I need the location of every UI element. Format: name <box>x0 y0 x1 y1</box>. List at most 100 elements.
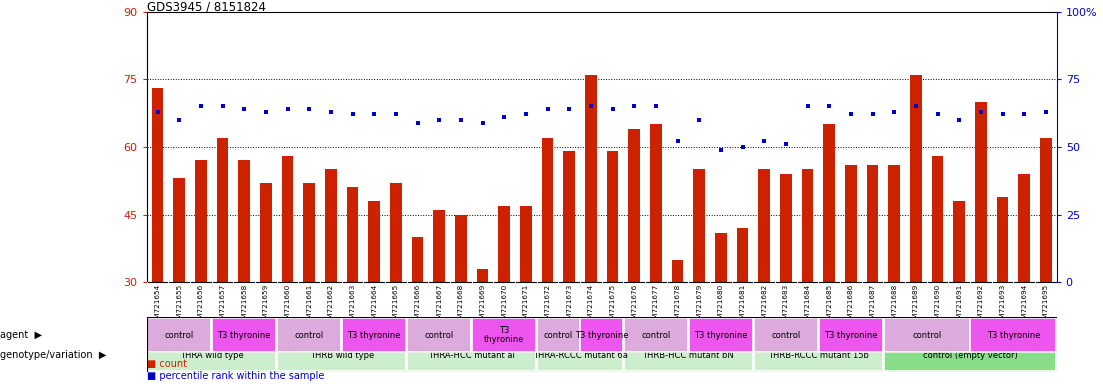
Bar <box>1018 174 1030 282</box>
Text: GSM721673: GSM721673 <box>566 284 572 328</box>
Text: THRB-RCCC mutant 15b: THRB-RCCC mutant 15b <box>768 351 869 360</box>
Bar <box>753 318 818 352</box>
Bar <box>433 210 446 282</box>
Bar <box>260 183 271 282</box>
Bar <box>216 138 228 282</box>
Bar <box>342 318 407 352</box>
Bar <box>346 187 358 282</box>
Text: GSM721658: GSM721658 <box>242 284 247 328</box>
Text: GSM721690: GSM721690 <box>934 284 941 328</box>
Text: GSM721685: GSM721685 <box>826 284 832 328</box>
Bar <box>753 339 884 371</box>
Text: T3 thyronine: T3 thyronine <box>575 331 629 339</box>
Bar <box>607 151 619 282</box>
Text: genotype/variation  ▶: genotype/variation ▶ <box>0 350 106 360</box>
Bar <box>585 74 597 282</box>
Text: GSM721666: GSM721666 <box>415 284 420 328</box>
Bar <box>975 102 987 282</box>
Bar <box>542 138 554 282</box>
Text: GSM721680: GSM721680 <box>718 284 724 328</box>
Bar <box>802 169 814 282</box>
Text: GSM721654: GSM721654 <box>154 284 161 328</box>
Text: GDS3945 / 8151824: GDS3945 / 8151824 <box>147 0 266 13</box>
Text: GSM721660: GSM721660 <box>285 284 290 328</box>
Text: ■ count: ■ count <box>147 359 186 369</box>
Bar <box>910 74 922 282</box>
Text: GSM721679: GSM721679 <box>696 284 703 328</box>
Bar <box>672 260 684 282</box>
Text: GSM721675: GSM721675 <box>610 284 615 328</box>
Bar <box>693 169 705 282</box>
Bar <box>499 205 511 282</box>
Text: control: control <box>164 331 194 339</box>
Text: T3
thyronine: T3 thyronine <box>484 326 524 344</box>
Text: GSM721670: GSM721670 <box>501 284 507 328</box>
Bar <box>407 318 471 352</box>
Text: ■ percentile rank within the sample: ■ percentile rank within the sample <box>147 371 324 381</box>
Text: GSM721677: GSM721677 <box>653 284 658 328</box>
Bar <box>173 179 185 282</box>
Text: GSM721657: GSM721657 <box>219 284 225 328</box>
Bar <box>650 124 662 282</box>
Text: GSM721678: GSM721678 <box>675 284 681 328</box>
Bar <box>277 318 342 352</box>
Bar <box>953 201 965 282</box>
Text: control: control <box>771 331 801 339</box>
Bar <box>147 318 212 352</box>
Bar <box>537 339 623 371</box>
Text: GSM721684: GSM721684 <box>804 284 811 328</box>
Bar <box>884 339 1057 371</box>
Bar <box>389 183 401 282</box>
Bar <box>476 269 489 282</box>
Text: GSM721671: GSM721671 <box>523 284 528 328</box>
Text: GSM721681: GSM721681 <box>739 284 746 328</box>
Bar <box>932 156 943 282</box>
Text: GSM721683: GSM721683 <box>783 284 789 328</box>
Text: control: control <box>295 331 324 339</box>
Bar <box>867 165 878 282</box>
Bar <box>238 161 250 282</box>
Bar <box>368 201 381 282</box>
Text: T3 thyronine: T3 thyronine <box>986 331 1040 339</box>
Bar <box>325 169 336 282</box>
Text: control (empty vector): control (empty vector) <box>922 351 1017 360</box>
Bar <box>407 339 536 371</box>
Text: GSM721676: GSM721676 <box>631 284 638 328</box>
Text: GSM721672: GSM721672 <box>545 284 550 328</box>
Bar <box>212 318 277 352</box>
Bar <box>520 205 532 282</box>
Text: GSM721668: GSM721668 <box>458 284 464 328</box>
Bar <box>629 129 640 282</box>
Text: GSM721667: GSM721667 <box>436 284 442 328</box>
Text: control: control <box>641 331 671 339</box>
Text: GSM721664: GSM721664 <box>372 284 377 328</box>
Text: GSM721655: GSM721655 <box>176 284 182 328</box>
Bar <box>195 161 207 282</box>
Text: THRB-HCC mutant bN: THRB-HCC mutant bN <box>642 351 735 360</box>
Text: GSM721669: GSM721669 <box>480 284 485 328</box>
Bar <box>151 88 163 282</box>
Bar <box>715 233 727 282</box>
Text: THRA-HCC mutant al: THRA-HCC mutant al <box>428 351 515 360</box>
Bar <box>537 318 580 352</box>
Text: THRB wild type: THRB wild type <box>310 351 374 360</box>
Bar <box>277 339 407 371</box>
Bar <box>780 174 792 282</box>
Text: GSM721692: GSM721692 <box>978 284 984 328</box>
Text: T3 thyronine: T3 thyronine <box>217 331 271 339</box>
Bar <box>564 151 575 282</box>
Text: T3 thyronine: T3 thyronine <box>347 331 401 339</box>
Text: GSM721694: GSM721694 <box>1021 284 1027 328</box>
Bar <box>411 237 424 282</box>
Bar <box>818 318 884 352</box>
Text: GSM721682: GSM721682 <box>761 284 768 328</box>
Text: THRA wild type: THRA wild type <box>180 351 244 360</box>
Text: GSM721689: GSM721689 <box>913 284 919 328</box>
Bar <box>845 165 857 282</box>
Text: GSM721665: GSM721665 <box>393 284 399 328</box>
Bar <box>472 318 536 352</box>
Text: GSM721674: GSM721674 <box>588 284 593 328</box>
Text: T3 thyronine: T3 thyronine <box>694 331 748 339</box>
Text: agent  ▶: agent ▶ <box>0 330 42 340</box>
Text: control: control <box>544 331 572 339</box>
